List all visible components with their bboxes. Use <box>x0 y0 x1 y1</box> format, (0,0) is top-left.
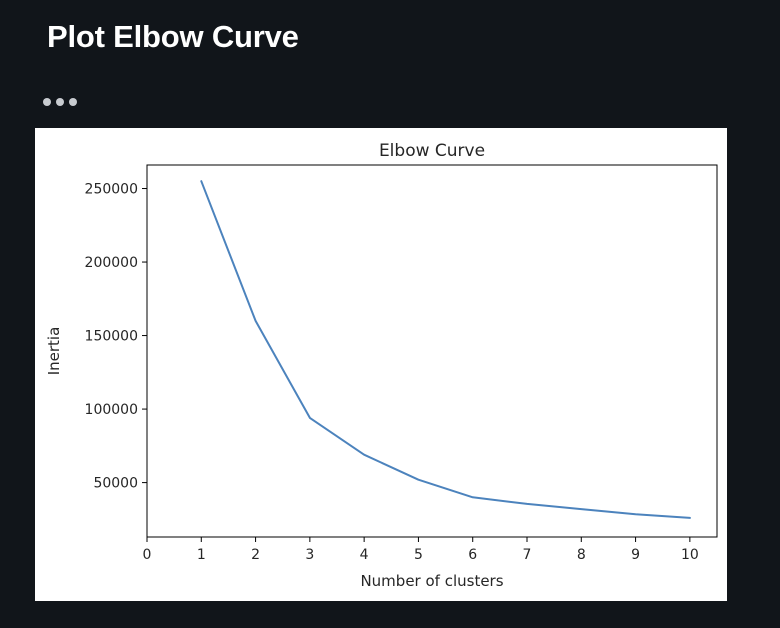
page-title: Plot Elbow Curve <box>47 19 299 54</box>
x-tick-label: 10 <box>681 547 699 563</box>
y-tick-label: 50000 <box>93 476 138 492</box>
series-line-inertia <box>200 180 691 519</box>
y-tick-label: 100000 <box>85 402 138 418</box>
x-axis-label: Number of clusters <box>360 572 503 590</box>
chart-title: Elbow Curve <box>379 141 485 161</box>
x-tick-label: 8 <box>577 547 586 563</box>
elbow-curve-chart: Elbow Curve 5000010000015000020000025000… <box>45 141 718 590</box>
x-tick-label: 9 <box>631 547 640 563</box>
x-axis: 0 1 2 3 4 5 6 7 8 9 10 <box>143 537 699 563</box>
x-tick-label: 7 <box>523 547 532 563</box>
y-tick-label: 150000 <box>85 329 138 345</box>
chart-figure: Elbow Curve 50000 100000 150000 200000 25000… <box>35 128 727 601</box>
x-tick-label: 3 <box>305 547 314 563</box>
more-horizontal-icon-dot <box>69 98 77 106</box>
y-tick-label: 200000 <box>85 255 138 271</box>
plot-area-frame <box>146 164 718 538</box>
more-options-button[interactable] <box>43 94 89 110</box>
x-tick-label: 4 <box>360 547 369 563</box>
more-horizontal-icon-dot <box>56 98 64 106</box>
x-tick-label: 5 <box>414 547 423 563</box>
y-axis: 50000 100000 150000 200000 250000 <box>85 182 147 492</box>
y-tick-label: 250000 <box>85 182 138 198</box>
x-tick-label: 1 <box>197 547 206 563</box>
x-tick-label: 0 <box>143 547 152 563</box>
more-horizontal-icon <box>43 98 51 106</box>
x-tick-label: 6 <box>468 547 477 563</box>
x-tick-label: 2 <box>251 547 260 563</box>
y-axis-label: Inertia <box>45 327 63 376</box>
